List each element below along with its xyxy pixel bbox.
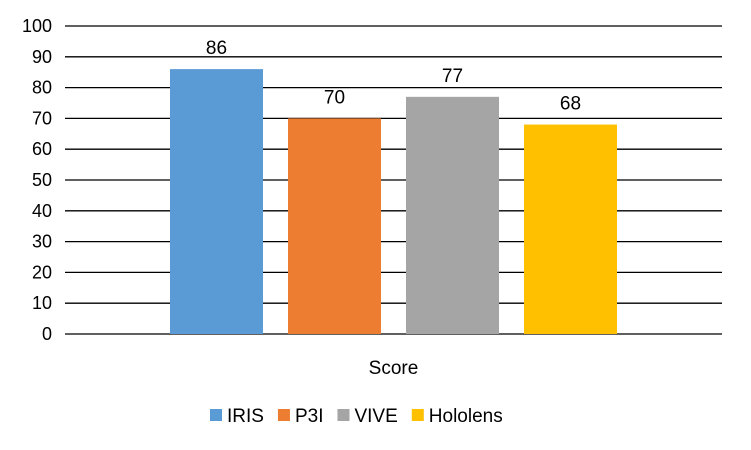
y-tick-label: 50 <box>32 170 52 190</box>
legend-item-vive: VIVE <box>337 406 398 427</box>
gridlines <box>65 25 722 335</box>
y-tick-label: 80 <box>32 78 52 98</box>
y-tick-label: 20 <box>32 262 52 282</box>
legend-swatch <box>337 409 350 421</box>
data-label-vive: 77 <box>442 66 463 87</box>
x-category-label: Score <box>369 358 419 379</box>
data-label-iris: 86 <box>206 38 227 59</box>
y-tick-label: 90 <box>32 47 52 67</box>
y-tick-label: 70 <box>32 108 52 128</box>
bars <box>170 69 617 335</box>
y-tick-label: 60 <box>32 139 52 159</box>
y-tick-label: 0 <box>42 324 52 344</box>
data-label-p3i: 70 <box>324 87 345 108</box>
y-tick-label: 40 <box>32 201 52 221</box>
legend-label: VIVE <box>354 406 397 427</box>
legend: IRIS P3I VIVE Hololens <box>210 406 503 427</box>
y-axis-ticks: 0 10 20 30 40 50 60 70 80 90 100 <box>22 16 52 344</box>
data-labels: 86 70 77 68 <box>206 38 581 114</box>
legend-item-iris: IRIS <box>210 406 264 427</box>
data-label-hololens: 68 <box>560 94 581 115</box>
legend-swatch <box>210 409 222 421</box>
x-axis: Score <box>369 358 419 379</box>
legend-swatch <box>411 409 424 421</box>
y-tick-label: 100 <box>22 16 52 36</box>
bar-vive <box>406 96 499 334</box>
legend-swatch <box>277 409 290 421</box>
legend-label: IRIS <box>227 406 264 427</box>
legend-label: Hololens <box>429 406 503 427</box>
legend-label: P3I <box>295 406 324 427</box>
bar-iris <box>170 69 263 335</box>
bar-hololens <box>524 124 617 334</box>
y-tick-label: 30 <box>32 232 52 252</box>
legend-item-p3i: P3I <box>277 406 324 427</box>
bar-p3i <box>288 118 381 335</box>
y-tick-label: 10 <box>32 293 52 313</box>
legend-item-hololens: Hololens <box>411 406 503 427</box>
